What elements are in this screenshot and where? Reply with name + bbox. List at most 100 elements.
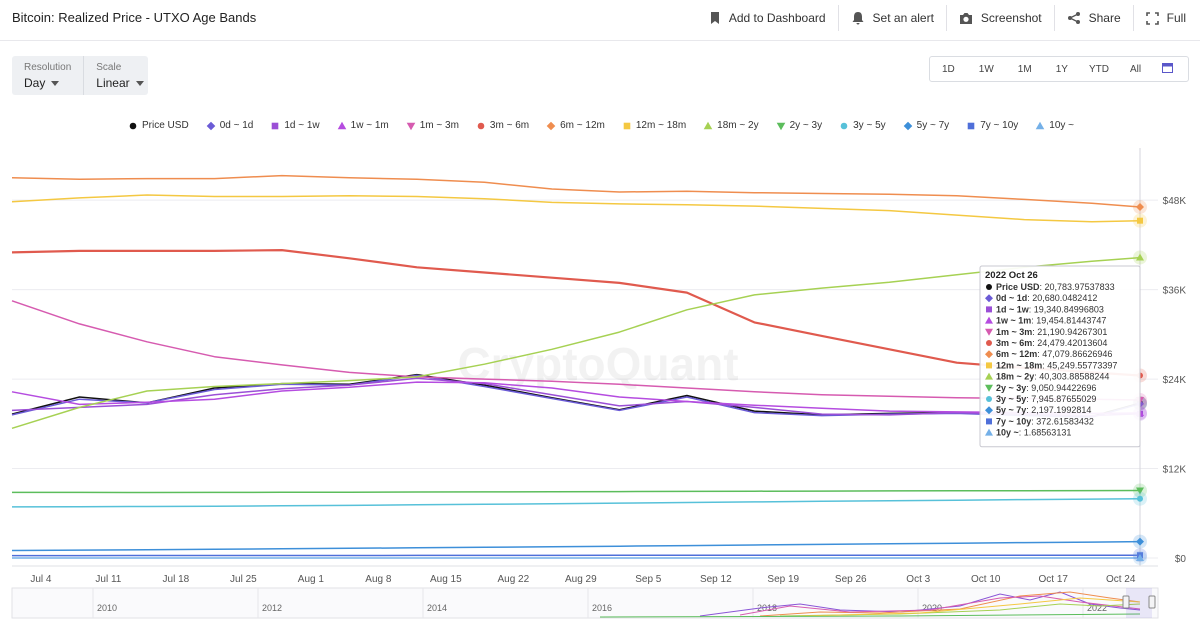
- x-tick-label: Aug 8: [365, 574, 392, 585]
- tooltip-marker: [985, 350, 993, 359]
- legend-label: 2y ~ 3y: [789, 120, 823, 131]
- navigator-year-label: 2016: [592, 603, 612, 613]
- legend-marker-shape: [623, 122, 631, 129]
- series-line: [11, 256, 1141, 430]
- legend-item[interactable]: 5y ~ 7y: [903, 120, 949, 131]
- range-1w-button[interactable]: 1W: [978, 63, 994, 75]
- y-tick-label: $12K: [1163, 465, 1187, 476]
- tooltip-row: 18m ~ 2y: 40,303.88588244: [996, 372, 1109, 382]
- legend-item[interactable]: 6m ~ 12m: [546, 120, 605, 131]
- series-line: [11, 374, 1141, 418]
- range-1d-button[interactable]: 1D: [942, 63, 955, 75]
- tooltip-marker: [986, 396, 992, 402]
- fullscreen-label: Full: [1166, 11, 1186, 25]
- series-line: [11, 540, 1141, 552]
- tooltip-row: 3y ~ 5y: 7,945.87655029: [996, 394, 1096, 404]
- series-end-marker: [1136, 253, 1144, 261]
- legend-marker: [337, 121, 346, 129]
- resolution-value: Day: [24, 76, 46, 90]
- series-end-marker: [1136, 487, 1144, 495]
- legend-marker: [477, 122, 485, 129]
- legend-item[interactable]: 1w ~ 1m: [337, 120, 389, 131]
- series-line: [11, 381, 1141, 415]
- legend-marker-shape: [967, 122, 975, 129]
- scale-select[interactable]: Scale Linear: [83, 56, 155, 95]
- calendar-button[interactable]: [1150, 62, 1182, 76]
- legend-marker: [840, 122, 848, 129]
- x-tick-label: Oct 24: [1106, 574, 1136, 585]
- expand-icon: [1145, 11, 1159, 25]
- legend-marker-shape: [477, 122, 485, 129]
- resolution-label: Resolution: [24, 62, 72, 73]
- x-tick-label: Sep 19: [767, 574, 799, 585]
- legend-item[interactable]: 1m ~ 3m: [406, 120, 459, 131]
- series-line: [12, 489, 1141, 494]
- legend-label: 6m ~ 12m: [560, 120, 605, 131]
- legend-item[interactable]: 7y ~ 10y: [966, 120, 1018, 131]
- range-all-button[interactable]: All: [1129, 63, 1142, 75]
- screenshot-button[interactable]: Screenshot: [947, 5, 1055, 31]
- navigator-window[interactable]: [1126, 588, 1152, 618]
- page-title: Bitcoin: Realized Price - UTXO Age Bands: [12, 10, 257, 25]
- legend-marker: [546, 121, 556, 130]
- legend-label: 3m ~ 6m: [489, 120, 530, 131]
- tooltip-row: 0d ~ 1d: 20,680.0482412: [996, 293, 1097, 303]
- series-line: [11, 194, 1141, 223]
- legend-item[interactable]: 18m ~ 2y: [703, 120, 759, 131]
- set-alert-button[interactable]: Set an alert: [839, 5, 947, 31]
- range-1y-button[interactable]: 1Y: [1055, 63, 1068, 75]
- legend-marker-shape: [776, 122, 785, 130]
- range-ytd-button[interactable]: YTD: [1088, 63, 1109, 75]
- navigator-series-line: [799, 597, 1141, 617]
- legend-item[interactable]: Price USD: [128, 120, 189, 131]
- series-line: [11, 300, 1141, 401]
- navigator[interactable]: 2010 2012 2014 2016 2018 2020 2022: [11, 587, 1159, 619]
- range-1m-button[interactable]: 1M: [1017, 63, 1032, 75]
- legend-marker: [272, 122, 279, 129]
- tooltip-marker: [985, 428, 993, 436]
- bell-icon: [852, 12, 864, 25]
- resolution-select[interactable]: Resolution Day: [12, 56, 83, 95]
- x-tick-label: Oct 3: [906, 574, 930, 585]
- tooltip-marker: [985, 372, 993, 380]
- legend-item[interactable]: 12m ~ 18m: [622, 120, 686, 131]
- legend-marker-shape: [903, 121, 912, 130]
- tooltip-row: 1m ~ 3m: 21,190.94267301: [996, 327, 1107, 337]
- share-button[interactable]: Share: [1055, 5, 1134, 31]
- chart-area[interactable]: $0 $12K $24K $36K $48K CryptoQuant Jul 4 Jul 11…: [0, 140, 1200, 638]
- legend-marker-shape: [406, 122, 416, 130]
- legend-item[interactable]: 0d ~ 1d: [206, 120, 253, 131]
- y-tick-label: $48K: [1163, 196, 1187, 207]
- legend-item[interactable]: 2y ~ 3y: [776, 120, 823, 131]
- series-end-marker: [1136, 203, 1144, 212]
- legend-label: 1d ~ 1w: [284, 120, 320, 131]
- legend-marker: [967, 122, 975, 129]
- y-tick-label: $36K: [1163, 286, 1187, 297]
- tooltip-row: 5y ~ 7y: 2,197.1992814: [996, 405, 1091, 415]
- legend-marker-shape: [703, 121, 713, 129]
- legend-label: Price USD: [142, 120, 189, 131]
- fullscreen-button[interactable]: Full: [1134, 5, 1190, 31]
- tooltip-marker: [986, 418, 992, 425]
- range-selector: 1D 1W 1M 1Y YTD All: [929, 56, 1189, 82]
- series-line: [11, 174, 1141, 208]
- navigator-series-line: [739, 595, 1141, 616]
- tooltip-marker: [985, 294, 993, 303]
- x-tick-label: Sep 26: [835, 574, 867, 585]
- navigator-series-line: [759, 591, 1141, 617]
- x-tick-label: Aug 22: [497, 574, 529, 585]
- add-to-dashboard-button[interactable]: Add to Dashboard: [697, 5, 839, 31]
- legend-item[interactable]: 3y ~ 5y: [839, 120, 886, 131]
- navigator-year-label: 2010: [97, 603, 117, 613]
- legend-item[interactable]: 3m ~ 6m: [476, 120, 529, 131]
- legend-marker: [903, 121, 912, 130]
- legend-label: 1m ~ 3m: [419, 120, 459, 131]
- legend-item[interactable]: 1d ~ 1w: [270, 120, 320, 131]
- navigator-handle[interactable]: [1148, 595, 1156, 609]
- legend-item[interactable]: 10y ~: [1035, 120, 1074, 131]
- tooltip-row: Price USD: 20,783.97537833: [996, 282, 1115, 292]
- tooltip-row: 12m ~ 18m: 45,249.55773397: [996, 360, 1117, 370]
- navigator-handle[interactable]: [1122, 595, 1130, 609]
- tooltip-marker: [985, 406, 993, 415]
